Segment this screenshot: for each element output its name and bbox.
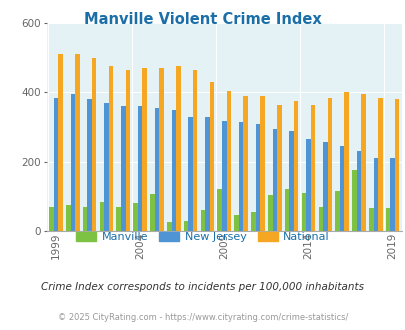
Bar [99,202,104,231]
Bar [339,147,343,231]
Bar [87,99,92,231]
Bar [255,124,260,231]
Bar [192,70,197,231]
Bar [183,221,188,231]
Bar [356,151,360,231]
Bar [234,215,238,231]
Bar [116,207,121,231]
Bar [109,66,113,231]
Bar [343,92,348,231]
Bar [166,222,171,231]
Bar [92,58,96,231]
Bar [104,103,109,231]
Bar [171,110,176,231]
Bar [289,130,293,231]
Bar [222,121,226,231]
Text: © 2025 CityRating.com - https://www.cityrating.com/crime-statistics/: © 2025 CityRating.com - https://www.city… [58,314,347,322]
Bar [138,106,142,231]
Bar [351,170,356,231]
Bar [238,122,243,231]
Bar [267,195,272,231]
Bar [205,117,209,231]
Bar [301,193,305,231]
Bar [251,212,255,231]
Bar [188,117,192,231]
Bar [75,54,79,231]
Bar [335,191,339,231]
Bar [390,158,394,231]
Bar [154,108,159,231]
Bar [305,139,310,231]
Bar [272,129,277,231]
Bar [200,210,205,231]
Bar [226,91,230,231]
Bar [243,96,247,231]
Bar [209,82,214,231]
Bar [327,98,331,231]
Bar [49,207,53,231]
Bar [260,96,264,231]
Bar [142,68,147,231]
Bar [133,203,138,231]
Bar [217,189,222,231]
Bar [284,189,289,231]
Bar [159,68,163,231]
Bar [66,205,70,231]
Text: Manville Violent Crime Index: Manville Violent Crime Index [84,12,321,26]
Bar [70,94,75,231]
Bar [360,94,365,231]
Text: Crime Index corresponds to incidents per 100,000 inhabitants: Crime Index corresponds to incidents per… [41,282,364,292]
Bar [58,54,63,231]
Legend: Manville, New Jersey, National: Manville, New Jersey, National [71,228,334,247]
Bar [318,207,322,231]
Bar [125,70,130,231]
Bar [310,105,315,231]
Bar [293,101,298,231]
Bar [121,106,125,231]
Bar [385,209,390,231]
Bar [394,99,399,231]
Bar [53,98,58,231]
Bar [373,158,377,231]
Bar [277,105,281,231]
Bar [150,194,154,231]
Bar [377,98,382,231]
Bar [322,142,327,231]
Bar [176,66,180,231]
Bar [368,209,373,231]
Bar [83,207,87,231]
